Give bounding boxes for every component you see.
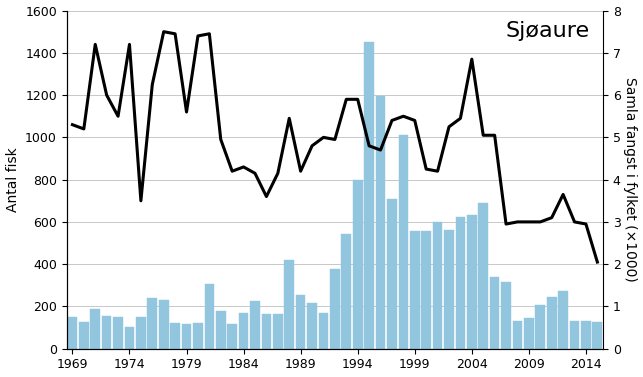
Bar <box>239 313 248 349</box>
Bar <box>365 42 374 349</box>
Bar <box>421 231 431 349</box>
Bar <box>387 199 397 349</box>
Bar <box>182 325 192 349</box>
Bar <box>341 233 351 349</box>
Bar <box>284 260 294 349</box>
Bar <box>501 282 511 349</box>
Y-axis label: Antal fisk: Antal fisk <box>6 147 19 212</box>
Bar <box>262 314 271 349</box>
Bar <box>228 325 237 349</box>
Bar <box>159 300 168 349</box>
Bar <box>490 277 500 349</box>
Bar <box>136 317 146 349</box>
Bar <box>273 314 283 349</box>
Bar <box>558 291 568 349</box>
Bar <box>467 215 476 349</box>
Bar <box>524 318 534 349</box>
Bar <box>193 323 203 349</box>
Bar <box>478 203 488 349</box>
Bar <box>592 322 602 349</box>
Bar <box>204 284 214 349</box>
Bar <box>547 297 557 349</box>
Bar <box>102 316 111 349</box>
Bar <box>410 231 420 349</box>
Bar <box>216 311 226 349</box>
Bar <box>512 321 522 349</box>
Bar <box>570 321 579 349</box>
Bar <box>307 303 317 349</box>
Bar <box>79 322 89 349</box>
Bar <box>330 270 340 349</box>
Bar <box>170 323 180 349</box>
Bar <box>147 298 157 349</box>
Bar <box>250 301 260 349</box>
Bar <box>296 295 305 349</box>
Bar <box>536 305 545 349</box>
Bar <box>353 179 363 349</box>
Bar <box>444 230 454 349</box>
Bar <box>68 317 77 349</box>
Bar <box>376 96 385 349</box>
Text: Sjøaure: Sjøaure <box>505 21 590 41</box>
Bar <box>125 326 134 349</box>
Bar <box>113 317 123 349</box>
Bar <box>399 135 408 349</box>
Bar <box>91 308 100 349</box>
Bar <box>319 313 329 349</box>
Bar <box>455 217 466 349</box>
Bar <box>433 222 442 349</box>
Bar <box>581 321 591 349</box>
Y-axis label: Samla fangst i fylket (×1000): Samla fangst i fylket (×1000) <box>624 77 637 282</box>
